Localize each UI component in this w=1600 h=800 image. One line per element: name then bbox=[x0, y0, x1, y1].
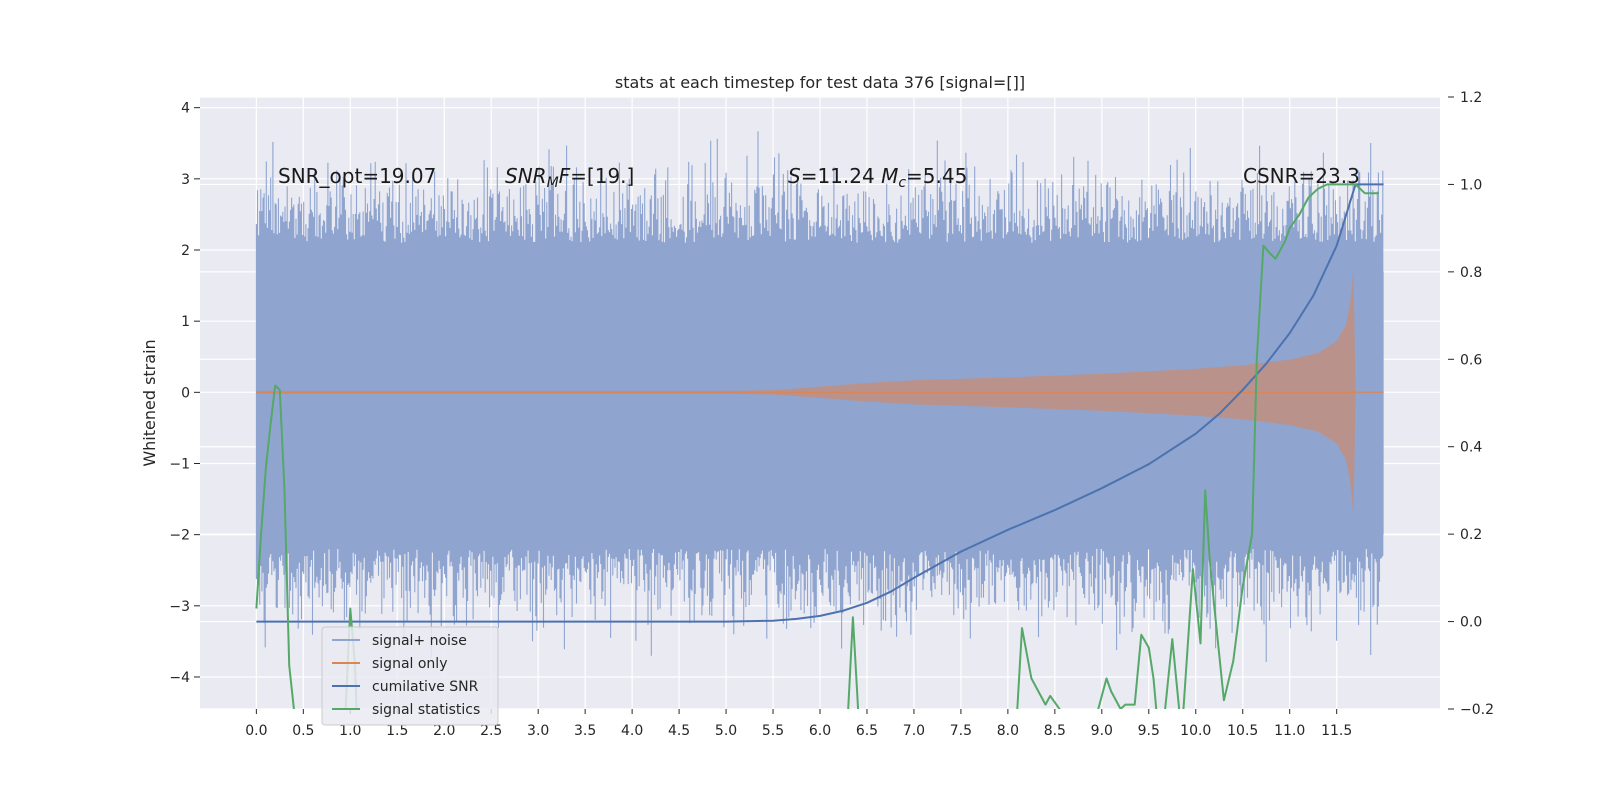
x-tick-label: 4.0 bbox=[621, 723, 643, 739]
legend-label: signal only bbox=[372, 656, 447, 672]
y2-tick-label: 0.6 bbox=[1460, 352, 1482, 368]
y2-axis-ticks: −0.2 0.0 0.2 0.4 0.6 0.8 1.0 1.2 bbox=[1448, 90, 1494, 718]
x-tick-label: 2.0 bbox=[433, 723, 455, 739]
series-signal-only bbox=[256, 267, 1384, 517]
x-tick-label: 3.0 bbox=[527, 723, 549, 739]
x-tick-label: 8.0 bbox=[997, 723, 1019, 739]
x-tick-label: 7.0 bbox=[903, 723, 925, 739]
annotation-csnr: CSNR=23.3 bbox=[1243, 164, 1360, 188]
legend-label: signal+ noise bbox=[372, 633, 467, 649]
x-tick-label: 0.5 bbox=[292, 723, 314, 739]
x-tick-label: 9.0 bbox=[1091, 723, 1113, 739]
x-tick-label: 0.0 bbox=[245, 723, 267, 739]
y-tick-label: 2 bbox=[181, 243, 190, 259]
annotations: SNR_opt=19.07 SNRMF=[19.] S=11.24 Mc=5.45 C… bbox=[278, 164, 1360, 191]
y-tick-label: 0 bbox=[181, 385, 190, 401]
x-tick-label: 4.5 bbox=[668, 723, 690, 739]
x-tick-label: 11.0 bbox=[1274, 723, 1305, 739]
y-tick-label: 1 bbox=[181, 314, 190, 330]
x-tick-label: 9.5 bbox=[1138, 723, 1160, 739]
y-tick-label: 4 bbox=[181, 101, 190, 117]
annotation-snr-opt: SNR_opt=19.07 bbox=[278, 164, 436, 188]
y-axis-ticks: −4 −3 −2 −1 0 1 2 3 4 bbox=[169, 101, 200, 686]
x-tick-label: 7.5 bbox=[950, 723, 972, 739]
y2-tick-label: 1.2 bbox=[1460, 90, 1482, 106]
x-tick-label: 1.5 bbox=[386, 723, 408, 739]
chart-title: stats at each timestep for test data 376… bbox=[615, 73, 1025, 92]
x-tick-label: 5.0 bbox=[715, 723, 737, 739]
x-tick-label: 11.5 bbox=[1321, 723, 1352, 739]
x-tick-label: 3.5 bbox=[574, 723, 596, 739]
x-axis-ticks: 0.0 0.5 1.0 1.5 2.0 2.5 3.0 3.5 4.0 4.5 5.0 5.5 6.0 6… bbox=[245, 709, 1352, 739]
x-tick-label: 2.5 bbox=[480, 723, 502, 739]
x-tick-label: 8.5 bbox=[1044, 723, 1066, 739]
x-tick-label: 5.5 bbox=[762, 723, 784, 739]
annotation-snr-mf: SNRMF=[19.] bbox=[505, 164, 634, 191]
y2-tick-label: 1.0 bbox=[1460, 177, 1482, 193]
y-axis-label: Whitened strain bbox=[140, 339, 159, 466]
x-tick-label: 10.5 bbox=[1227, 723, 1258, 739]
y2-tick-label: 0.8 bbox=[1460, 265, 1482, 281]
series-cumilative-snr bbox=[256, 183, 1384, 623]
y-tick-label: −3 bbox=[169, 599, 190, 615]
x-tick-label: 6.5 bbox=[856, 723, 878, 739]
legend-label: signal statistics bbox=[372, 702, 480, 718]
legend-label: cumilative SNR bbox=[372, 679, 479, 695]
x-tick-label: 1.0 bbox=[339, 723, 361, 739]
y2-tick-label: −0.2 bbox=[1460, 702, 1494, 718]
y-tick-label: −1 bbox=[169, 456, 190, 472]
y-tick-label: −4 bbox=[169, 670, 190, 686]
legend: signal+ noise signal only cumilative SNR si… bbox=[321, 626, 499, 726]
annotation-s-mc: S=11.24 Mc=5.45 bbox=[788, 164, 967, 191]
x-tick-label: 6.0 bbox=[809, 723, 831, 739]
y2-tick-label: 0.4 bbox=[1460, 440, 1482, 456]
legend-box bbox=[321, 626, 499, 726]
x-tick-label: 10.0 bbox=[1180, 723, 1211, 739]
y-tick-label: −2 bbox=[169, 528, 190, 544]
y2-tick-label: 0.2 bbox=[1460, 527, 1482, 543]
y2-tick-label: 0.0 bbox=[1460, 615, 1482, 631]
y-tick-label: 3 bbox=[181, 172, 190, 188]
